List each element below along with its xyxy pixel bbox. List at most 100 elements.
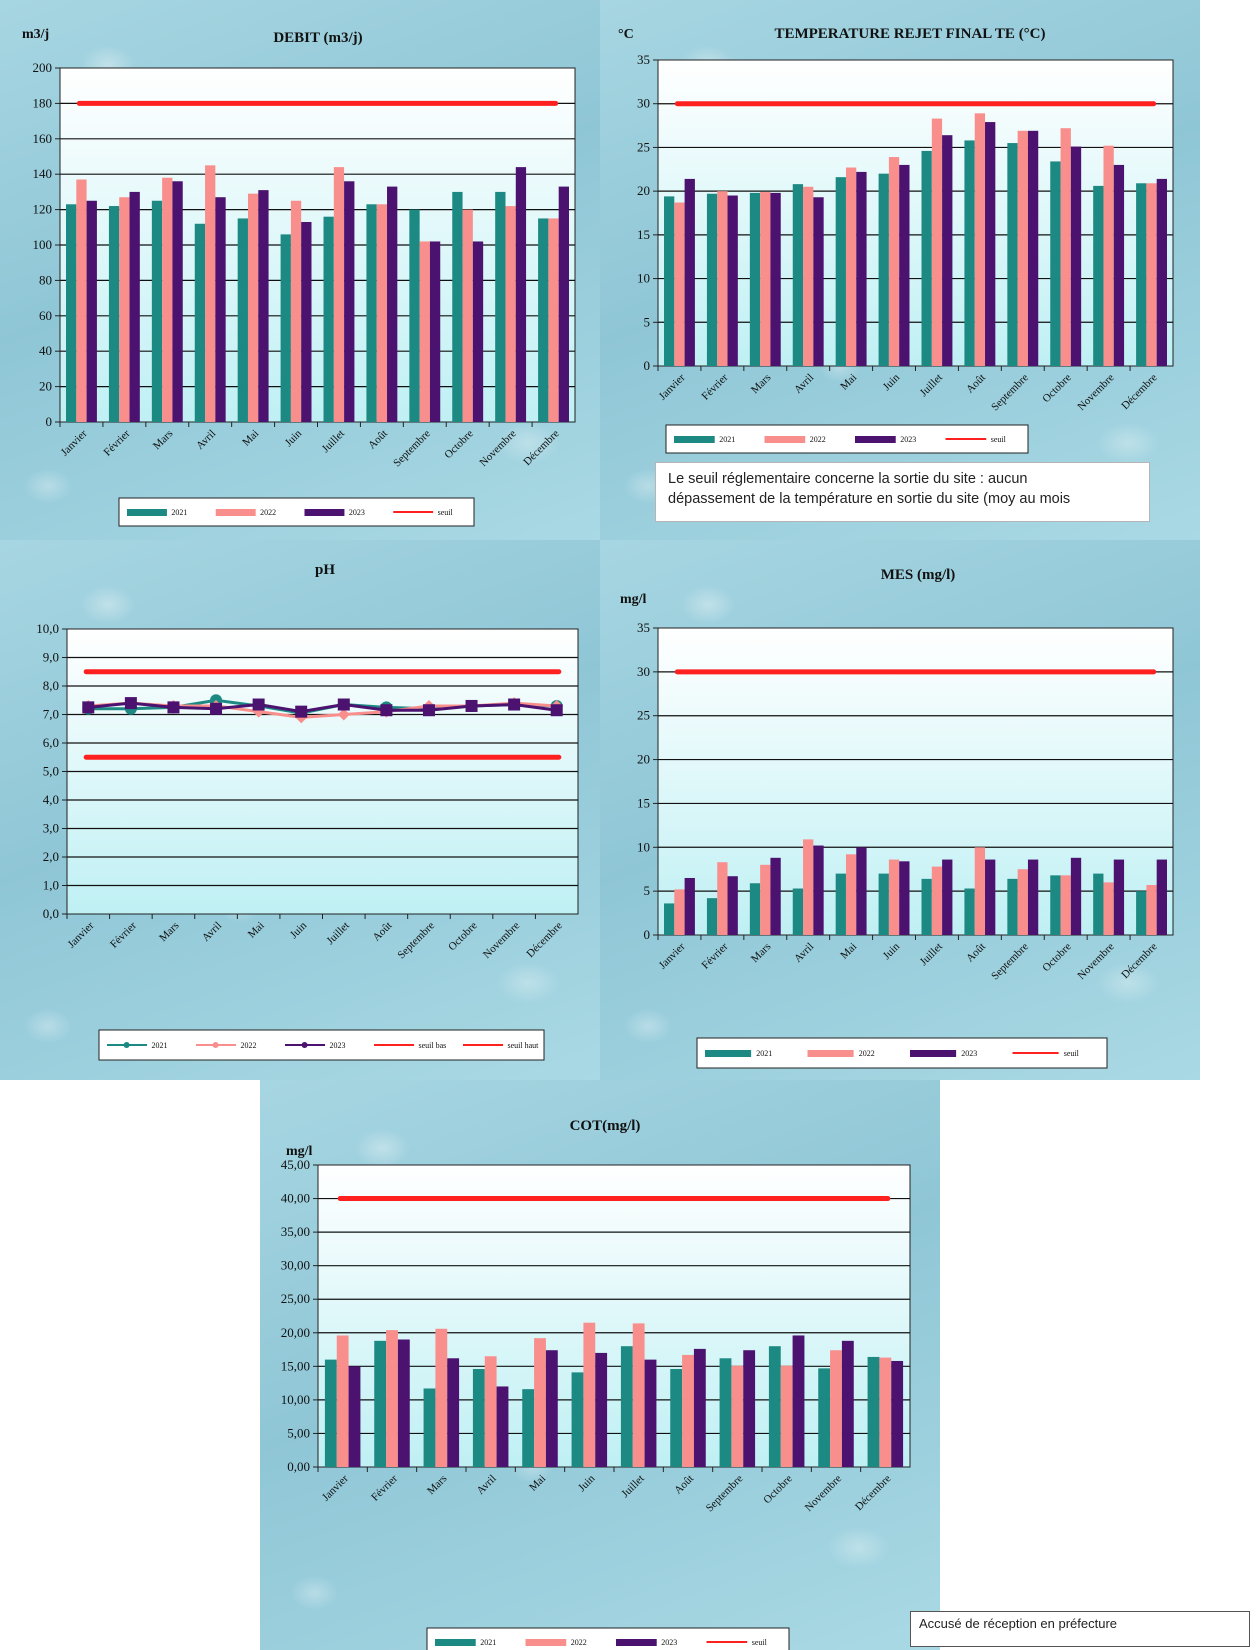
- x-tick-label: Janvier: [657, 371, 688, 402]
- plot-area: [317, 1164, 911, 1468]
- legend-swatch: [215, 509, 256, 516]
- bar-2022: [484, 1356, 497, 1467]
- bar-2021: [835, 873, 846, 935]
- marker-2023: [124, 697, 137, 710]
- bar-2022: [888, 157, 900, 366]
- legend-swatch: [616, 1639, 657, 1646]
- line-2023: [88, 701, 557, 714]
- legend-swatch: [127, 509, 167, 516]
- bar-2023: [1156, 178, 1167, 366]
- bar-2022: [931, 118, 943, 366]
- bar-2022: [119, 197, 130, 422]
- bar-2022: [974, 113, 986, 367]
- bar-2021: [706, 193, 718, 366]
- bar-2023: [1070, 146, 1082, 366]
- x-tick-label: Novembre: [481, 920, 522, 961]
- y-tick-label: 7,0: [43, 707, 59, 722]
- bar-2021: [964, 888, 975, 935]
- bar-2021: [1136, 891, 1147, 935]
- marker-2023: [508, 698, 521, 711]
- bar-2023: [942, 859, 953, 935]
- legend-label: 2021: [756, 1049, 772, 1058]
- legend-label: seuil: [438, 508, 454, 517]
- bar-2021: [324, 1359, 337, 1467]
- bar-2022: [1146, 183, 1157, 366]
- legend: 2021 2022 2023 seuil bas seuil haut: [98, 1029, 545, 1061]
- marker-2023: [295, 705, 308, 718]
- y-tick-label: 3,0: [43, 821, 59, 836]
- y-tick-label: 30,00: [281, 1258, 310, 1273]
- bar-2021: [818, 1368, 831, 1467]
- bar-2022: [674, 889, 685, 935]
- bar-2023: [693, 1348, 706, 1467]
- legend-label: seuil: [752, 1638, 768, 1647]
- bar-2022: [1146, 885, 1157, 935]
- y-tick-label: 35: [637, 620, 650, 635]
- bar-2021: [921, 150, 932, 366]
- bar-2022: [674, 202, 685, 366]
- bar-2023: [792, 1335, 805, 1467]
- bar-2023: [743, 1350, 756, 1467]
- bar-2023: [595, 1352, 608, 1467]
- x-tick-label: Août: [672, 1473, 696, 1497]
- bar-2023: [891, 1360, 904, 1467]
- y-tick-label: 20,00: [281, 1325, 310, 1340]
- legend-marker: [123, 1042, 130, 1048]
- bar-2021: [867, 1356, 880, 1467]
- x-tick-label: Octobre: [1040, 941, 1074, 975]
- legend: 2021 2022 2023 seuil: [696, 1037, 1108, 1069]
- y-tick-label: 0: [644, 358, 651, 373]
- x-tick-label: Mars: [157, 920, 181, 944]
- y-tick-label: 30: [637, 664, 650, 679]
- bar-2022: [419, 241, 430, 422]
- bar-2022: [583, 1322, 596, 1467]
- y-tick-label: 140: [33, 166, 53, 181]
- x-tick-label: Octobre: [446, 920, 480, 954]
- y-tick-label: 60: [39, 308, 52, 323]
- y-tick-label: 25: [637, 708, 650, 723]
- bar-2022: [205, 165, 216, 422]
- legend-label: 2021: [171, 508, 187, 517]
- bar-2023: [813, 197, 824, 366]
- bar-2021: [1093, 185, 1104, 366]
- x-tick-label: Octobre: [761, 1473, 795, 1507]
- legend-label: 2021: [152, 1041, 168, 1050]
- marker-2023: [252, 698, 265, 711]
- bar-2021: [323, 216, 334, 422]
- bar-2023: [856, 171, 867, 366]
- bar-2021: [452, 191, 463, 422]
- bar-2023: [86, 200, 97, 422]
- legend-swatch: [304, 509, 345, 516]
- bar-2023: [684, 877, 695, 935]
- legend-marker: [301, 1042, 308, 1048]
- chart-title: TEMPERATURE REJET FINAL TE (°C): [774, 26, 1045, 42]
- bar-2023: [301, 221, 312, 422]
- bar-2021: [706, 898, 718, 935]
- x-tick-label: Novembre: [1075, 372, 1116, 413]
- bar-2022: [1060, 875, 1071, 935]
- bar-2022: [333, 167, 345, 422]
- bar-2023: [644, 1359, 657, 1467]
- x-tick-label: Juillet: [619, 1473, 646, 1500]
- legend-swatch: [855, 436, 896, 443]
- legend-label: seuil haut: [508, 1041, 540, 1050]
- legend: 2021 2022 2023 seuil: [426, 1627, 790, 1650]
- legend-label: 2023: [661, 1638, 677, 1647]
- temperature-note-line1: Le seuil réglementaire concerne la sorti…: [668, 471, 1028, 487]
- y-tick-label: 0,00: [287, 1459, 310, 1474]
- x-tick-label: Septembre: [391, 428, 433, 470]
- y-tick-label: 10: [637, 839, 650, 854]
- bar-2023: [1156, 859, 1167, 935]
- x-tick-label: Janvier: [65, 919, 96, 950]
- y-tick-label: 4,0: [43, 792, 59, 807]
- y-tick-label: 25: [637, 139, 650, 154]
- bar-2023: [447, 1358, 460, 1467]
- bar-2022: [830, 1350, 842, 1467]
- bar-2021: [423, 1388, 436, 1467]
- chart-debit: 0 20 40 60 80 100 120 140 160 180 200 Janvier Févrie…: [22, 27, 576, 527]
- chart-title: MES (mg/l): [881, 567, 956, 583]
- y-tick-label: 5: [644, 883, 651, 898]
- x-tick-label: Juillet: [324, 920, 351, 947]
- bar-2022: [931, 866, 943, 935]
- marker-2023: [422, 704, 435, 717]
